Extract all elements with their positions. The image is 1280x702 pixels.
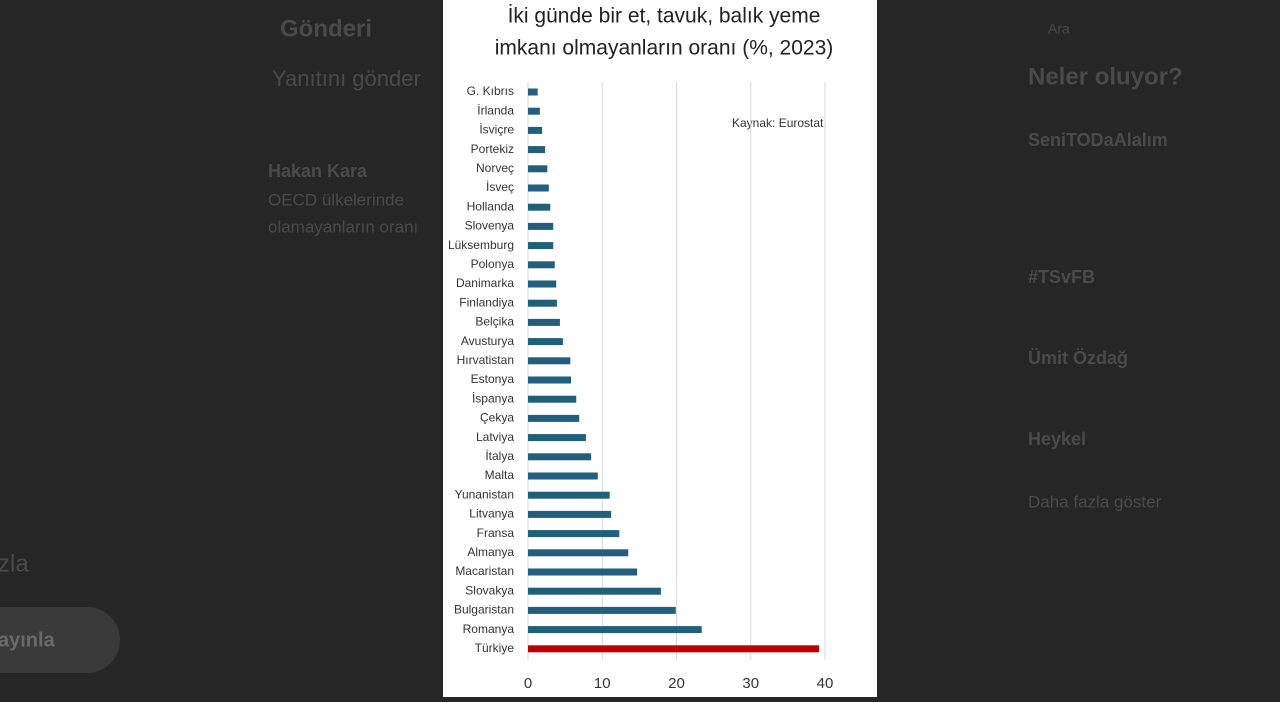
bar <box>528 126 543 134</box>
y-tick-label: Latviya <box>476 430 514 444</box>
bar <box>528 299 557 307</box>
y-tick-label: Polonya <box>471 257 515 271</box>
y-tick-label: Fransa <box>477 526 515 540</box>
x-tick-label: 0 <box>524 675 532 692</box>
y-tick-label: Slovenya <box>465 219 515 233</box>
y-tick-label: Danimarka <box>456 276 514 290</box>
y-tick-label: Avusturya <box>461 334 514 348</box>
y-tick-label: İsveç <box>486 180 514 194</box>
bar <box>528 510 612 518</box>
y-tick-label: Belçika <box>475 315 514 329</box>
y-tick-label: İsviçre <box>479 123 514 137</box>
y-tick-label: İrlanda <box>477 103 514 117</box>
background-text: Ümit Özdağ <box>1028 348 1128 368</box>
bar <box>528 395 577 403</box>
background-text: Hakan Kara <box>268 161 368 181</box>
chart-title: imkanı olmayanların oranı (%, 2023) <box>495 37 834 60</box>
y-tick-label: Macaristan <box>455 564 514 578</box>
bar <box>528 338 563 346</box>
background-text: Ara <box>1048 21 1070 37</box>
y-tick-label: Yunanistan <box>455 487 514 501</box>
y-tick-label: Romanya <box>463 622 515 636</box>
background-text: SeniTODaAlalım <box>1028 130 1168 150</box>
background-text: Heykel <box>1028 429 1086 449</box>
annotation: Kaynak: Eurostat. <box>732 116 827 130</box>
y-tick-label: Lüksemburg <box>448 238 514 252</box>
y-tick-label: Türkiye <box>475 641 515 655</box>
y-tick-label: Slovakya <box>465 583 514 597</box>
y-tick-label: Almanya <box>467 545 514 559</box>
background-text: OECD ülkelerinde <box>268 190 404 209</box>
chart-title: İki günde bir et, tavuk, balık yeme <box>508 5 821 28</box>
y-tick-label: Finlandiya <box>459 295 514 309</box>
bar <box>528 606 676 614</box>
y-tick-label: Hırvatistan <box>457 353 514 367</box>
bar <box>528 107 540 115</box>
y-tick-label: Estonya <box>471 372 515 386</box>
bar <box>528 414 580 422</box>
y-tick-label: Portekiz <box>471 142 514 156</box>
bar <box>528 453 592 461</box>
bar <box>528 645 820 653</box>
bar <box>528 472 598 480</box>
bar <box>528 318 560 326</box>
y-tick-label: Çekya <box>480 411 514 425</box>
bar <box>528 165 548 173</box>
bar <box>528 376 572 384</box>
y-tick-label: Bulgaristan <box>454 603 514 617</box>
background-text: olamayanların oranı <box>268 217 418 236</box>
bar <box>528 568 638 576</box>
bar <box>528 434 586 442</box>
background-text: Gönderi <box>280 15 372 42</box>
background-text: ayınla <box>0 629 56 651</box>
background-text: Yanıtını gönder <box>272 66 421 91</box>
post-button[interactable] <box>0 607 120 673</box>
bar <box>528 357 571 365</box>
x-tick-label: 20 <box>668 675 685 692</box>
bar <box>528 146 546 154</box>
y-tick-label: İspanya <box>472 391 514 405</box>
background-text: Daha fazla göster <box>1028 492 1162 511</box>
bar <box>528 184 549 192</box>
bar <box>528 88 538 96</box>
bar <box>528 626 702 634</box>
bar <box>528 203 551 211</box>
chart-panel <box>443 0 877 697</box>
y-tick-label: Litvanya <box>469 507 514 521</box>
x-tick-label: 30 <box>742 675 759 692</box>
x-tick-label: 10 <box>594 675 611 692</box>
bar <box>528 587 661 595</box>
bar <box>528 242 554 250</box>
background-text: #TSvFB <box>1028 267 1095 287</box>
y-tick-label: Malta <box>485 468 515 482</box>
bar <box>528 261 555 269</box>
bar <box>528 530 620 538</box>
background-text: Neler oluyor? <box>1028 63 1183 90</box>
y-tick-label: Norveç <box>476 161 514 175</box>
bar <box>528 549 629 557</box>
bar <box>528 491 610 499</box>
bar <box>528 280 557 288</box>
y-tick-label: Hollanda <box>467 199 515 213</box>
x-tick-label: 40 <box>817 675 834 692</box>
y-tick-label: İtalya <box>485 449 514 463</box>
background-text: zla <box>0 550 29 577</box>
y-tick-label: G. Kıbrıs <box>467 84 514 98</box>
bar <box>528 222 554 230</box>
